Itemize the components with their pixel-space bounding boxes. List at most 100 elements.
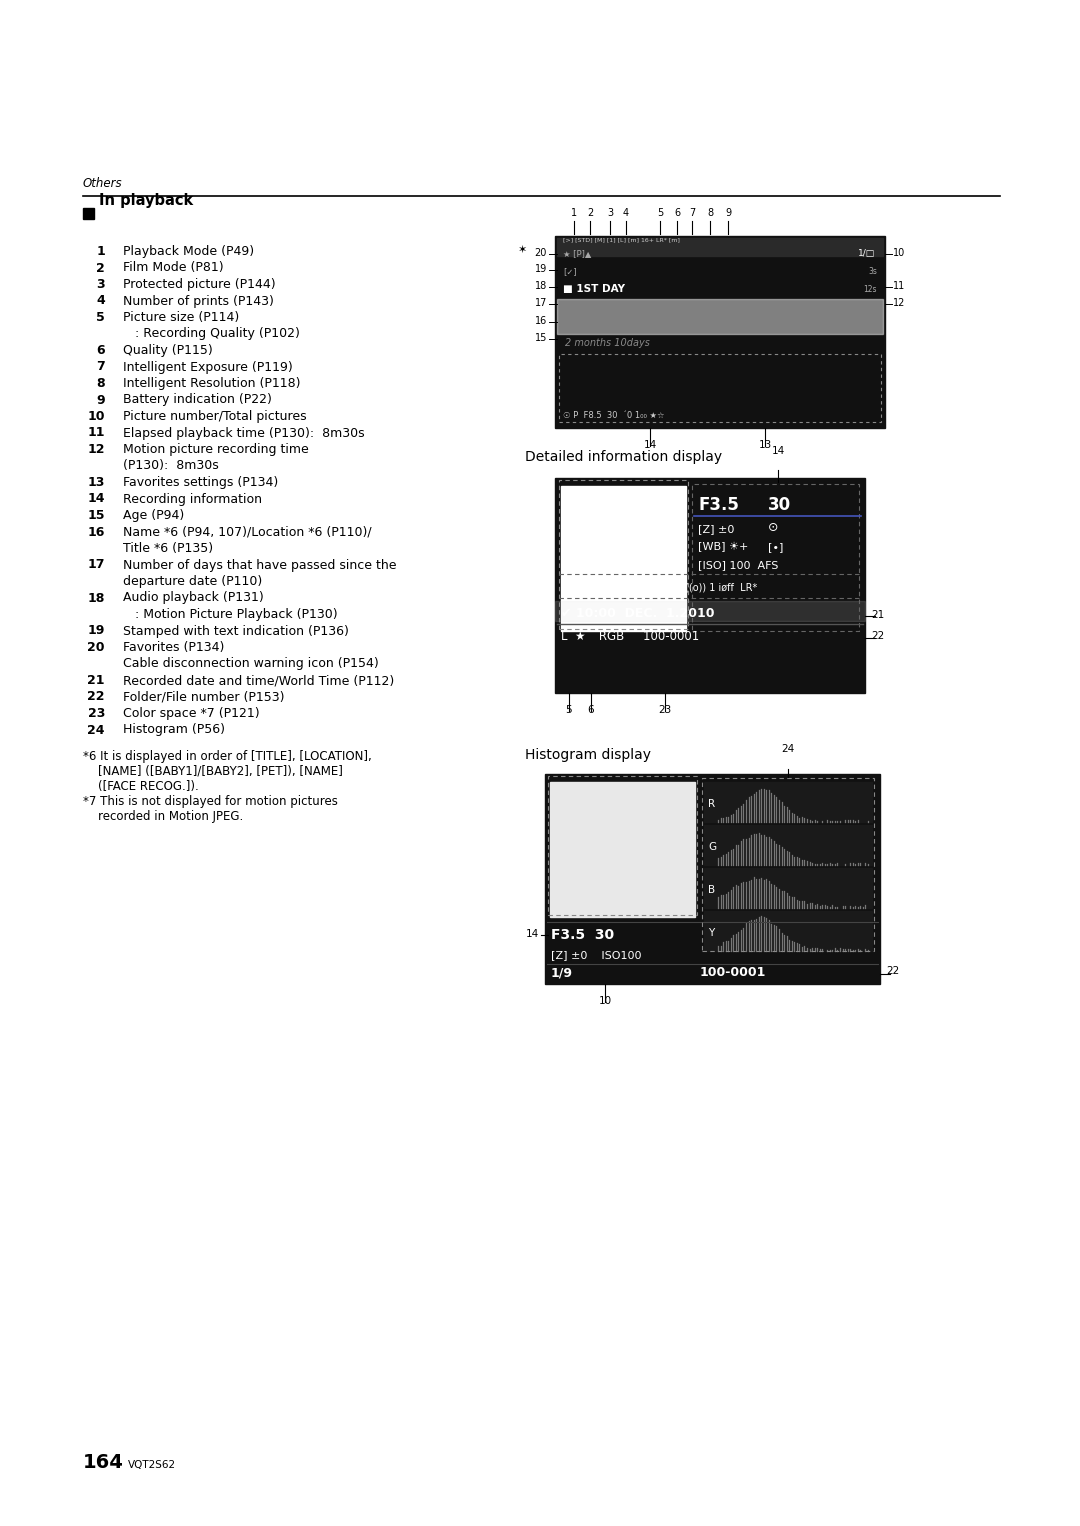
- Text: Detailed information display: Detailed information display: [525, 450, 723, 464]
- Text: Name *6 (P94, 107)/Location *6 (P110)/: Name *6 (P94, 107)/Location *6 (P110)/: [123, 525, 372, 539]
- Text: Intelligent Exposure (P119): Intelligent Exposure (P119): [123, 360, 293, 374]
- Text: [✓]: [✓]: [563, 267, 577, 276]
- Text: 5: 5: [657, 208, 663, 218]
- Text: 11: 11: [893, 281, 905, 291]
- Text: 5: 5: [96, 311, 105, 324]
- Text: 16: 16: [87, 525, 105, 539]
- Text: Quality (P115): Quality (P115): [123, 343, 213, 357]
- Text: 2: 2: [96, 261, 105, 275]
- Text: *7 This is not displayed for motion pictures: *7 This is not displayed for motion pict…: [83, 795, 338, 807]
- Text: [•]: [•]: [768, 542, 783, 552]
- Text: 14: 14: [771, 446, 785, 456]
- Text: 19: 19: [535, 264, 546, 275]
- Text: Histogram display: Histogram display: [525, 748, 651, 761]
- Bar: [704, 826, 872, 865]
- Text: VQT2S62: VQT2S62: [129, 1460, 176, 1470]
- Text: 14: 14: [644, 439, 657, 450]
- Text: : Recording Quality (P102): : Recording Quality (P102): [123, 328, 300, 340]
- Text: 20: 20: [535, 249, 546, 258]
- Text: P: P: [561, 575, 575, 594]
- Text: 7: 7: [96, 360, 105, 374]
- Text: 21: 21: [870, 610, 885, 620]
- Text: 4: 4: [623, 208, 629, 218]
- Text: 6: 6: [674, 208, 680, 218]
- Bar: [704, 781, 872, 823]
- Text: 22: 22: [886, 966, 900, 977]
- Text: [Z] ±0: [Z] ±0: [698, 523, 734, 534]
- Text: 10: 10: [598, 996, 611, 1006]
- Text: [WB] ☀+: [WB] ☀+: [698, 542, 748, 552]
- Text: 100-0001: 100-0001: [700, 966, 767, 980]
- Text: Audio playback (P131): Audio playback (P131): [123, 592, 264, 604]
- Text: ✶: ✶: [518, 246, 528, 255]
- Text: Playback Mode (P49): Playback Mode (P49): [123, 246, 254, 258]
- Text: STANDARD: STANDARD: [577, 580, 631, 591]
- Text: 1: 1: [571, 208, 577, 218]
- Text: ☉ P  F8.5  30  ´0 1₀₀ ★☆: ☉ P F8.5 30 ´0 1₀₀ ★☆: [563, 410, 664, 420]
- Bar: [559, 481, 688, 629]
- Text: 18: 18: [87, 592, 105, 604]
- Bar: [557, 238, 883, 256]
- Text: Number of days that have passed since the: Number of days that have passed since th…: [123, 559, 396, 572]
- Text: G: G: [708, 842, 716, 852]
- Text: B: B: [708, 885, 715, 896]
- Text: departure date (P110): departure date (P110): [123, 575, 262, 588]
- Text: 23: 23: [659, 705, 672, 716]
- Text: 17: 17: [535, 298, 546, 308]
- Text: Histogram (P56): Histogram (P56): [123, 723, 225, 737]
- Text: F3.5: F3.5: [698, 496, 739, 514]
- Text: Recorded date and time/World Time (P112): Recorded date and time/World Time (P112): [123, 674, 394, 687]
- Text: 6: 6: [588, 705, 594, 716]
- Text: [Z] ±0    ISO100: [Z] ±0 ISO100: [551, 951, 642, 960]
- Text: 3s: 3s: [868, 267, 877, 276]
- Text: L  ★  ˙RGB     100-0001: L ★ ˙RGB 100-0001: [561, 630, 699, 642]
- Text: 23: 23: [87, 707, 105, 720]
- Text: 12s: 12s: [864, 285, 877, 295]
- Text: Favorites (P134): Favorites (P134): [123, 641, 225, 655]
- Text: ⊙: ⊙: [768, 520, 779, 534]
- Text: ([FACE RECOG.]).: ([FACE RECOG.]).: [83, 780, 199, 794]
- Text: Motion picture recording time: Motion picture recording time: [123, 443, 309, 456]
- Text: 3: 3: [607, 208, 613, 218]
- Text: 9: 9: [96, 394, 105, 406]
- Text: Y: Y: [708, 928, 714, 938]
- Text: 15: 15: [87, 510, 105, 522]
- Text: 11: 11: [87, 426, 105, 439]
- Text: 3: 3: [96, 278, 105, 291]
- Text: In playback: In playback: [99, 192, 193, 208]
- Text: 8: 8: [96, 377, 105, 391]
- Text: Color space *7 (P121): Color space *7 (P121): [123, 707, 259, 720]
- Text: 13: 13: [758, 439, 771, 450]
- Text: Film Mode (P81): Film Mode (P81): [123, 261, 224, 275]
- Text: 16: 16: [535, 316, 546, 327]
- Bar: [555, 237, 885, 427]
- Text: 9: 9: [725, 208, 731, 218]
- Text: [ISO] 100  AFS: [ISO] 100 AFS: [698, 560, 779, 571]
- Text: *6 It is displayed in order of [TITLE], [LOCATION],: *6 It is displayed in order of [TITLE], …: [83, 749, 372, 763]
- Text: 18: 18: [535, 281, 546, 291]
- Bar: [559, 354, 881, 423]
- Text: 1/9: 1/9: [551, 966, 573, 980]
- Text: 1/□: 1/□: [858, 249, 875, 258]
- Text: Picture number/Total pictures: Picture number/Total pictures: [123, 410, 307, 423]
- Bar: [545, 774, 880, 984]
- Text: Favorites settings (P134): Favorites settings (P134): [123, 476, 279, 488]
- Text: 21: 21: [87, 674, 105, 687]
- Text: 15: 15: [535, 333, 546, 343]
- Text: 14: 14: [526, 929, 539, 938]
- Bar: [704, 868, 872, 908]
- Bar: [555, 478, 865, 693]
- Text: Recording information: Recording information: [123, 493, 262, 505]
- Text: 30: 30: [768, 496, 792, 514]
- Text: 2 months 10days: 2 months 10days: [565, 337, 650, 348]
- Text: recorded in Motion JPEG.: recorded in Motion JPEG.: [83, 810, 243, 823]
- Text: 164: 164: [83, 1453, 124, 1473]
- Text: 17: 17: [87, 559, 105, 572]
- Text: 6: 6: [96, 343, 105, 357]
- Text: 7: 7: [689, 208, 696, 218]
- Text: 13: 13: [87, 476, 105, 488]
- Text: ■ 1ST DAY: ■ 1ST DAY: [563, 284, 625, 295]
- Bar: [555, 601, 865, 621]
- Text: F3.5  30: F3.5 30: [551, 928, 615, 942]
- Text: : Motion Picture Playback (P130): : Motion Picture Playback (P130): [123, 607, 338, 621]
